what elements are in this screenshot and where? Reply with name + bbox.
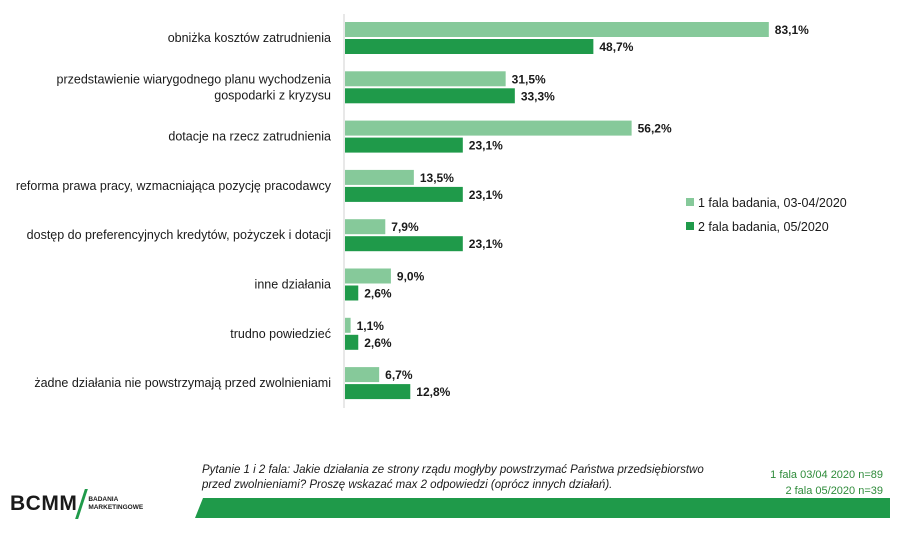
category-label: trudno powiedzieć <box>230 327 331 341</box>
logo-subtitle: BADANIA MARKETINGOWE <box>88 496 148 512</box>
bar-wave-1 <box>345 317 351 333</box>
bar-wave-1 <box>345 22 769 37</box>
data-label-wave-2: 2,6% <box>364 287 392 301</box>
legend-swatch-wave-1 <box>686 198 694 206</box>
legend-swatch-wave-2 <box>686 222 694 230</box>
bar-wave-2 <box>345 285 359 301</box>
category-label: inne działania <box>255 278 331 292</box>
legend: 1 fala badania, 03-04/2020 2 fala badani… <box>686 196 847 234</box>
data-label-wave-1: 7,9% <box>391 220 419 234</box>
bar-wave-1 <box>345 71 506 87</box>
category-label: przedstawienie wiarygodnego planu wychod… <box>57 72 332 86</box>
category-label: gospodarki z kryzysu <box>214 88 331 102</box>
footer: BCMM BADANIA MARKETINGOWE Pytanie 1 i 2 … <box>0 455 909 550</box>
bar-wave-1 <box>345 169 414 185</box>
data-label-wave-2: 2,6% <box>364 336 392 350</box>
sample-wave-2: 2 fala 05/2020 n=39 <box>785 485 883 497</box>
data-label-wave-2: 23,1% <box>469 139 503 153</box>
data-label-wave-1: 6,7% <box>385 368 413 382</box>
data-label-wave-2: 23,1% <box>469 237 503 251</box>
logo-subtitle-line-2: MARKETINGOWE <box>88 504 144 511</box>
sample-wave-1: 1 fala 03/04 2020 n=89 <box>770 469 883 481</box>
category-label: dotacje na rzecz zatrudnienia <box>168 130 331 144</box>
sample-size-note: 1 fala 03/04 2020 n=89 2 fala 05/2020 n=… <box>770 467 883 499</box>
bar-wave-2 <box>345 236 463 252</box>
footer-band <box>195 498 890 518</box>
data-label-wave-1: 1,1% <box>357 319 385 333</box>
category-label: reforma prawa pracy, wzmacniająca pozycj… <box>16 179 332 193</box>
bar-wave-2 <box>345 334 359 350</box>
legend-label-wave-1: 1 fala badania, 03-04/2020 <box>698 196 847 210</box>
data-label-wave-1: 13,5% <box>420 171 454 185</box>
logo: BCMM BADANIA MARKETINGOWE <box>10 489 148 519</box>
data-label-wave-2: 33,3% <box>521 89 555 103</box>
question-line-1: Pytanie 1 i 2 fala: Jakie działania ze s… <box>202 464 704 476</box>
data-label-wave-1: 56,2% <box>638 122 672 136</box>
data-label-wave-2: 23,1% <box>469 188 503 202</box>
bar-wave-1 <box>345 219 386 235</box>
data-label-wave-2: 12,8% <box>416 385 450 399</box>
bar-wave-2 <box>345 39 594 54</box>
bar-wave-1 <box>345 367 380 383</box>
data-label-wave-1: 9,0% <box>397 270 425 284</box>
bar-wave-1 <box>345 268 391 284</box>
bar-wave-2 <box>345 186 463 202</box>
question-line-2: przed zwolnieniami? Proszę wskazać max 2… <box>202 479 613 491</box>
bar-wave-2 <box>345 384 411 400</box>
bar-wave-2 <box>345 88 515 104</box>
data-label-wave-1: 31,5% <box>512 72 546 86</box>
question-text: Pytanie 1 i 2 fala: Jakie działania ze s… <box>202 463 742 493</box>
logo-wordmark: BCMM <box>10 492 78 515</box>
bar-wave-2 <box>345 137 463 153</box>
category-label: żadne działania nie powstrzymają przed z… <box>34 376 331 390</box>
data-label-wave-1: 83,1% <box>775 23 809 37</box>
logo-slash-icon <box>75 489 89 519</box>
logo-subtitle-line-1: BADANIA <box>88 496 119 503</box>
bar-wave-1 <box>345 120 632 136</box>
legend-label-wave-2: 2 fala badania, 05/2020 <box>698 220 829 234</box>
data-label-wave-2: 48,7% <box>599 40 633 54</box>
bar-chart: obniżka kosztów zatrudnienia 83,1% 48,7% pr… <box>16 14 847 408</box>
category-label: dostęp do preferencyjnych kredytów, poży… <box>27 228 331 242</box>
bars-group: obniżka kosztów zatrudnienia 83,1% 48,7% pr… <box>16 22 809 400</box>
category-label: obniżka kosztów zatrudnienia <box>168 31 331 45</box>
